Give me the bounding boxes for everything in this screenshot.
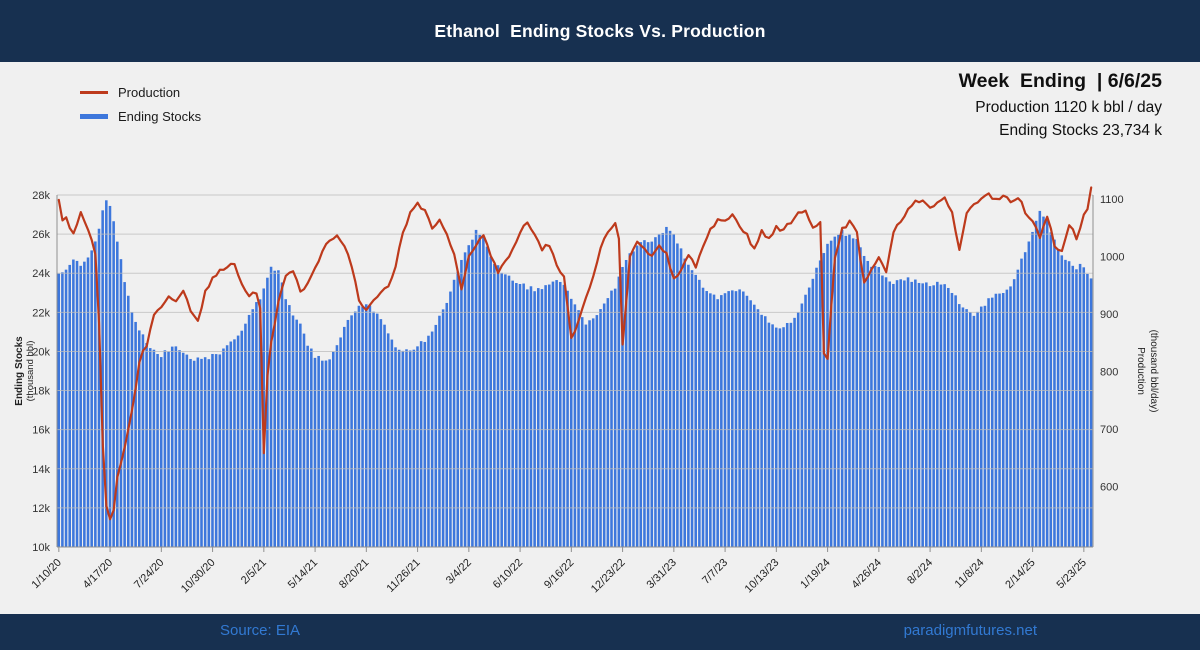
week-ending-label: Week Ending | 6/6/25: [958, 70, 1162, 92]
svg-text:4/17/20: 4/17/20: [81, 557, 115, 591]
svg-text:2/14/25: 2/14/25: [1003, 557, 1037, 591]
svg-text:900: 900: [1100, 309, 1118, 321]
legend-item-ending-stocks: Ending Stocks: [80, 109, 201, 124]
legend: Production Ending Stocks: [80, 85, 201, 133]
svg-text:14k: 14k: [32, 464, 50, 476]
svg-text:22k: 22k: [32, 307, 50, 319]
svg-text:6/10/22: 6/10/22: [491, 557, 525, 591]
svg-text:26k: 26k: [32, 229, 50, 241]
svg-text:2/5/21: 2/5/21: [239, 557, 269, 587]
svg-text:(thousand bbl): (thousand bbl): [25, 341, 36, 402]
site-link[interactable]: paradigmfutures.net: [903, 622, 1037, 639]
svg-text:9/16/22: 9/16/22: [542, 557, 576, 591]
production-line-swatch: [80, 91, 108, 94]
svg-text:24k: 24k: [32, 268, 50, 280]
svg-text:16k: 16k: [32, 425, 50, 437]
svg-text:20k: 20k: [32, 346, 50, 358]
svg-text:1/19/24: 1/19/24: [798, 557, 832, 591]
svg-text:4/26/24: 4/26/24: [850, 557, 884, 591]
svg-text:Ending Stocks: Ending Stocks: [14, 336, 25, 406]
info-panel: Week Ending | 6/6/25 Production 1120 k b…: [959, 70, 1162, 145]
svg-text:700: 700: [1100, 424, 1118, 436]
svg-text:800: 800: [1100, 367, 1118, 379]
svg-text:1100: 1100: [1100, 194, 1124, 206]
svg-text:Production: Production: [1135, 347, 1146, 395]
svg-text:12/23/22: 12/23/22: [589, 557, 628, 596]
svg-text:7/7/23: 7/7/23: [700, 557, 730, 587]
ending-stocks-bar-swatch: [80, 114, 108, 119]
svg-text:600: 600: [1100, 482, 1118, 494]
svg-text:12k: 12k: [32, 503, 50, 515]
svg-text:7/24/20: 7/24/20: [132, 557, 166, 591]
svg-text:10k: 10k: [32, 542, 50, 554]
legend-item-production: Production: [80, 85, 201, 100]
svg-text:10/13/23: 10/13/23: [743, 557, 782, 596]
svg-text:1/10/20: 1/10/20: [30, 557, 64, 591]
svg-text:(thousand bbl/day): (thousand bbl/day): [1148, 330, 1159, 413]
svg-text:5/14/21: 5/14/21: [286, 557, 320, 591]
svg-text:11/8/24: 11/8/24: [953, 557, 987, 591]
header: Ethanol Ending Stocks Vs. Production: [0, 0, 1200, 62]
svg-text:3/4/22: 3/4/22: [444, 557, 474, 587]
svg-text:28k: 28k: [32, 190, 50, 202]
ending-stocks-value-label: Ending Stocks 23,734 k: [999, 122, 1162, 139]
footer: Source: EIA paradigmfutures.net: [0, 614, 1200, 650]
svg-text:8/20/21: 8/20/21: [337, 557, 371, 591]
svg-text:18k: 18k: [32, 386, 50, 398]
chart-svg: 10k 12k 14k 16k 18k 20k 22k 24k 26k 28k 600 700 800 9…: [14, 186, 1159, 596]
production-value-label: Production 1120 k bbl / day: [975, 99, 1162, 116]
svg-text:11/26/21: 11/26/21: [385, 557, 423, 595]
legend-label-production: Production: [118, 85, 181, 100]
legend-label-ending-stocks: Ending Stocks: [118, 109, 202, 124]
svg-text:3/31/23: 3/31/23: [645, 557, 679, 591]
svg-text:8/2/24: 8/2/24: [905, 557, 935, 587]
svg-text:5/23/25: 5/23/25: [1055, 557, 1089, 591]
svg-text:1000: 1000: [1100, 252, 1124, 264]
page-title: Ethanol Ending Stocks Vs. Production: [434, 20, 766, 41]
source-label: Source: EIA: [220, 622, 301, 639]
svg-text:10/30/20: 10/30/20: [179, 557, 218, 596]
